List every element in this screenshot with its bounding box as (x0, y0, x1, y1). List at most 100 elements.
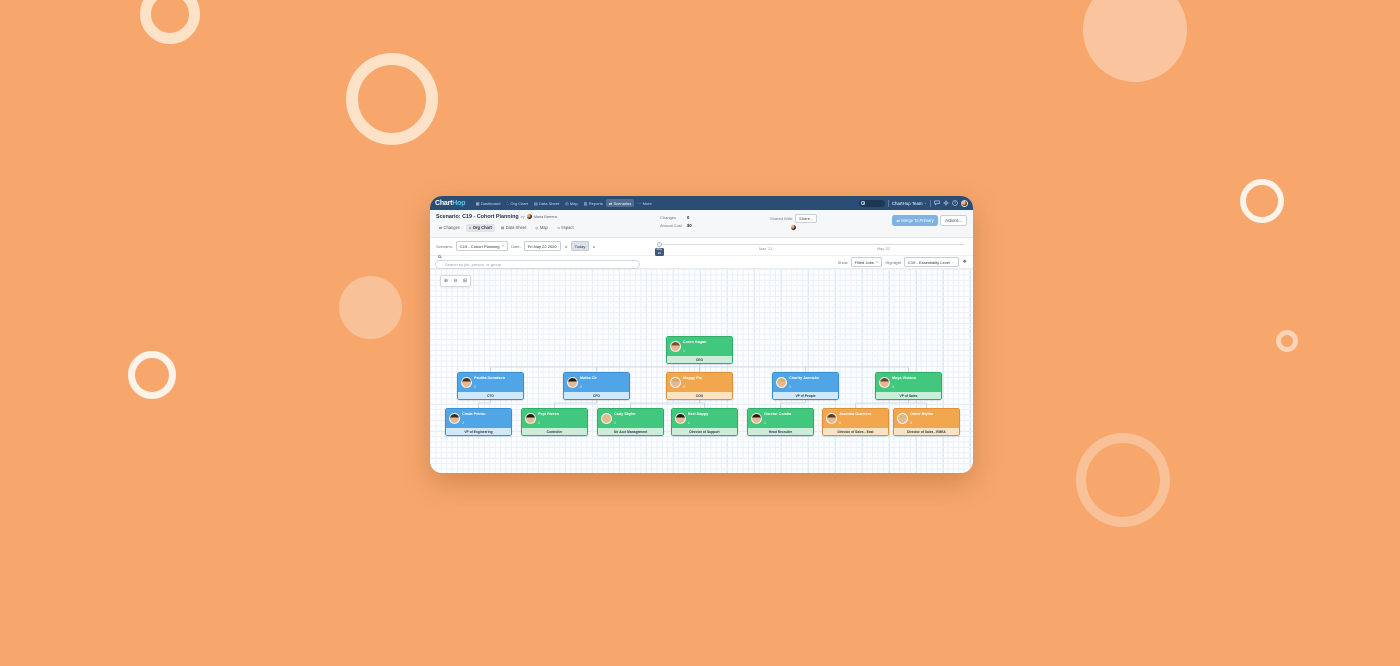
scenario-tabs: ⇄ Changes ∴ Org Chart ▤ Data Sheet ◎ Map ↝ Impact (436, 223, 577, 232)
person-name: Cinda Petrou (462, 412, 486, 416)
decor-circle (1083, 0, 1187, 82)
tab-impact[interactable]: ↝ Impact (554, 224, 577, 232)
report-count: 0 (839, 421, 841, 425)
logo-part-2: Hop (452, 199, 466, 207)
decor-ring (1076, 433, 1170, 527)
nav-item-dashboard[interactable]: ▦ Dashboard (473, 199, 503, 207)
nav-item-label: More (642, 200, 652, 206)
org-node-cto[interactable]: Paulita Donatson 2 CTO (457, 372, 524, 400)
map-icon: ◎ (535, 225, 539, 230)
nav-item-more[interactable]: ⋯ More (635, 199, 654, 207)
next-day-button[interactable]: ▸ (593, 243, 596, 249)
org-node-vp-people[interactable]: Charity Jaenicke 2 VP of People (772, 372, 839, 400)
org-node-vp-eng[interactable]: Cinda Petrou 2 VP of Engineering (445, 408, 512, 436)
report-count: 1 (688, 421, 690, 425)
stat-value: 0 (687, 215, 690, 220)
reports-icon: ▥ (583, 201, 588, 206)
show-select[interactable]: Filled Jobs ⇕ (850, 257, 883, 267)
chevron-down-icon: ⌄ (951, 260, 955, 264)
search-input[interactable] (435, 260, 640, 269)
highlight-settings-icon[interactable]: ❖ (962, 259, 967, 265)
job-title: Dir Acct Management (598, 428, 663, 435)
chevron-down-icon: ⌄ (924, 201, 927, 205)
chevron-updown-icon: ⇕ (875, 260, 879, 264)
job-title: Director of Support (672, 428, 737, 435)
nav-item-label: Dashboard (480, 200, 501, 206)
charthop-logo[interactable]: ChartHop (435, 200, 465, 207)
timeline-track[interactable] (658, 244, 965, 245)
person-avatar (750, 413, 762, 424)
scenario-select-label: Scenario: (436, 243, 453, 249)
timeline-handle[interactable] (657, 242, 662, 247)
divider (930, 199, 931, 207)
person-name: Charity Jaenicke (789, 376, 820, 380)
team-name: ChartHop Team (891, 200, 923, 206)
tab-label: Org Chart (472, 225, 492, 230)
user-avatar[interactable] (961, 199, 968, 207)
decor-ring (1240, 179, 1284, 223)
person-avatar (524, 413, 536, 424)
org-node-cfo[interactable]: Malka Cir 2 CFO (563, 372, 630, 400)
fit-chart-icon[interactable]: ⊞ (461, 277, 469, 285)
nav-item-label: Reports (588, 200, 603, 206)
org-chart-canvas[interactable]: ⊕ ⊖ ⊞ Caren Kagan 1 CEO Paulita Donatson 2 CT… (430, 269, 973, 473)
share-button[interactable]: Share... (795, 214, 818, 223)
tab-data-sheet[interactable]: ▤ Data Sheet (498, 224, 529, 232)
person-avatar (460, 377, 472, 388)
canvas-tools: ⊕ ⊖ ⊞ (440, 275, 471, 287)
org-node-coo[interactable]: Maggy Pio 0 COO (666, 372, 733, 400)
changes-icon: ⇄ (439, 225, 443, 230)
chevron-updown-icon: ⇕ (501, 244, 505, 248)
stat-annual-cost: Annual Cost $0 (660, 223, 692, 228)
chat-icon[interactable] (934, 200, 940, 206)
org-chart-icon: ∴ (506, 201, 509, 206)
shared-with-label: Shared With: (770, 216, 794, 221)
nav-item-org-chart[interactable]: ∴ Org Chart (504, 199, 530, 207)
shared-user-avatar[interactable] (791, 225, 797, 230)
scenario-title-block: Scenario: C19 - Cohort Planning by Maria… (436, 214, 577, 232)
highlight-select[interactable]: C19 - Essentiality Level ⌄ (904, 257, 959, 267)
org-node-dir-acct[interactable]: Cady Skyler 1 Dir Acct Management (597, 408, 664, 436)
byline-label: by (520, 214, 525, 219)
zoom-out-icon[interactable]: ⊖ (451, 277, 460, 285)
nav-item-reports[interactable]: ▥ Reports (581, 199, 605, 207)
nav-item-scenarios[interactable]: ⇄ Scenarios (606, 199, 634, 207)
actions-button[interactable]: Actions... (940, 215, 967, 226)
merge-icon: ⇄ (896, 218, 900, 223)
org-node-vp-sales[interactable]: Maya Viviano 3 VP of Sales (875, 372, 942, 400)
org-node-ceo[interactable]: Caren Kagan 1 CEO (666, 336, 733, 364)
prev-day-button[interactable]: ◂ (564, 243, 567, 249)
scenarios-icon: ⇄ (608, 201, 612, 206)
scenario-select[interactable]: C19 - Cohort Planning ⇕ (455, 241, 509, 251)
person-name: Malka Cir (580, 376, 597, 380)
nav-item-map[interactable]: ◎ Map (563, 199, 581, 207)
org-node-head-recruiter[interactable]: Gorelur Camila 1 Head Recruiter (747, 408, 814, 436)
tab-label: Changes (443, 225, 460, 230)
gear-icon[interactable] (943, 200, 949, 206)
nav-item-data-sheet[interactable]: ▤ Data Sheet (531, 199, 561, 207)
today-button[interactable]: Today (570, 241, 590, 251)
help-icon[interactable]: ? (952, 200, 958, 206)
org-node-dir-sales-emea[interactable]: Odele Blythe 0 Director of Sales - EMEA (893, 408, 960, 436)
person-name: Bert Dappy (688, 412, 709, 416)
timeline-end-label: May '22 (877, 247, 891, 251)
report-count: 3 (892, 385, 894, 389)
person-name: Paulita Donatson (474, 376, 506, 380)
job-title: Director of Sales - East (823, 428, 888, 435)
merge-to-primary-button[interactable]: ⇄ Merge To Primary (892, 215, 938, 226)
tab-changes[interactable]: ⇄ Changes (436, 224, 463, 232)
report-count: 1 (683, 349, 685, 353)
navbar-search-pill[interactable] (858, 199, 885, 207)
tab-map[interactable]: ◎ Map (532, 224, 551, 232)
more-icon: ⋯ (637, 201, 642, 206)
timeline-start-label: May '21 (759, 247, 773, 251)
date-input[interactable]: Fri May 22 2020 (523, 241, 561, 251)
org-node-dir-support[interactable]: Bert Dappy 1 Director of Support (671, 408, 738, 436)
data-sheet-icon: ▤ (500, 225, 505, 230)
team-selector[interactable]: ChartHop Team ⌄ (892, 201, 927, 206)
search-icon (438, 255, 442, 259)
zoom-in-icon[interactable]: ⊕ (442, 277, 450, 285)
org-node-dir-sales-east[interactable]: Jasmina Guerrero 0 Director of Sales - Eas… (822, 408, 889, 436)
tab-org-chart[interactable]: ∴ Org Chart (465, 223, 495, 232)
org-node-controller[interactable]: Pepi Farren 1 Controller (521, 408, 588, 436)
